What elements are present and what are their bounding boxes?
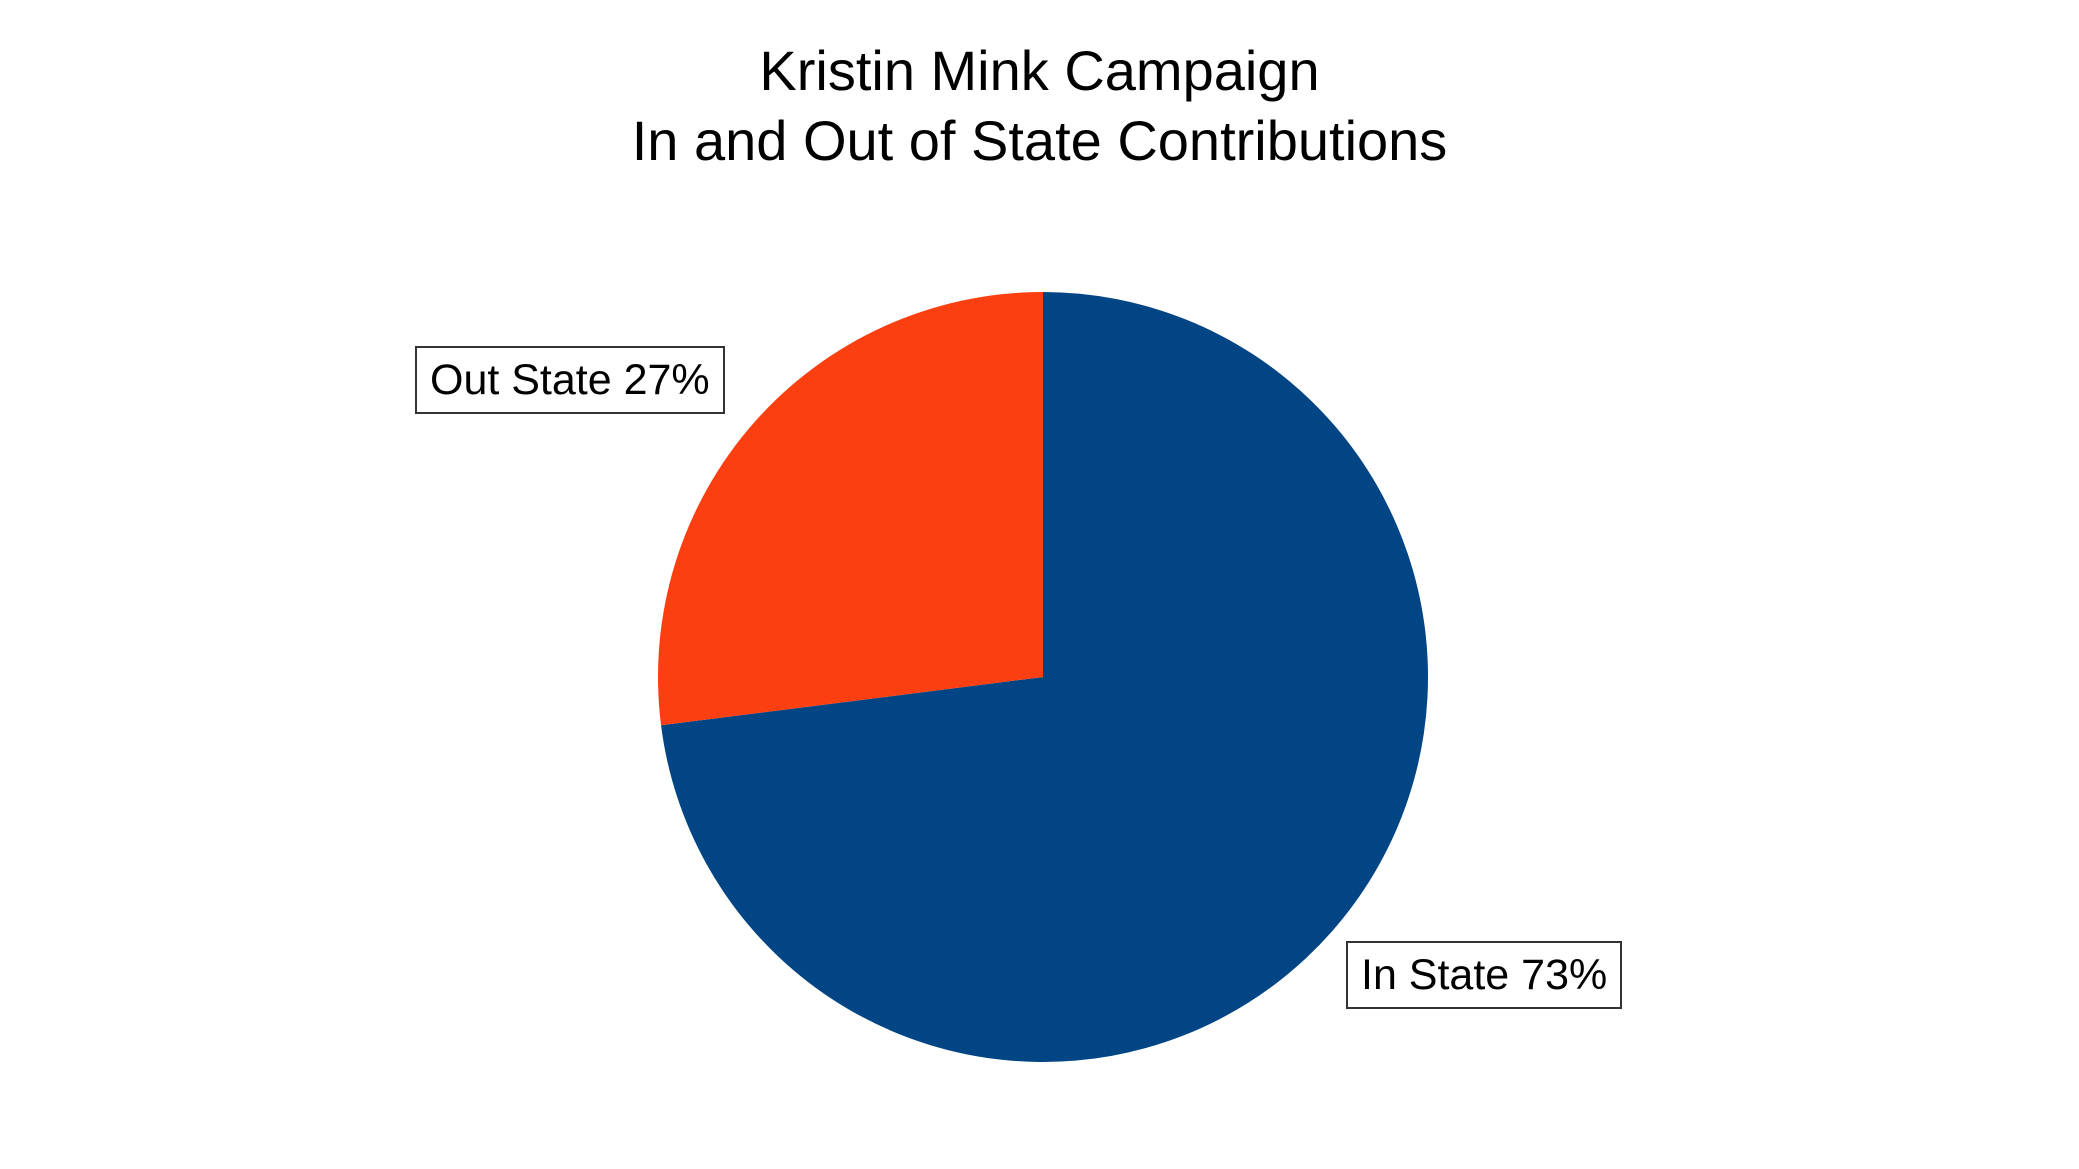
chart-title-line-1: Kristin Mink Campaign [759, 39, 1320, 102]
chart-title: Kristin Mink Campaign In and Out of Stat… [0, 36, 2079, 176]
pie-slices [658, 292, 1429, 1062]
in-state-slice [661, 292, 1429, 1062]
chart-title-line-2: In and Out of State Contributions [631, 109, 1448, 172]
out-state-slice-label: Out State 27% [415, 346, 725, 414]
out-state-slice [658, 292, 1043, 726]
in-state-slice-label: In State 73% [1346, 941, 1623, 1009]
